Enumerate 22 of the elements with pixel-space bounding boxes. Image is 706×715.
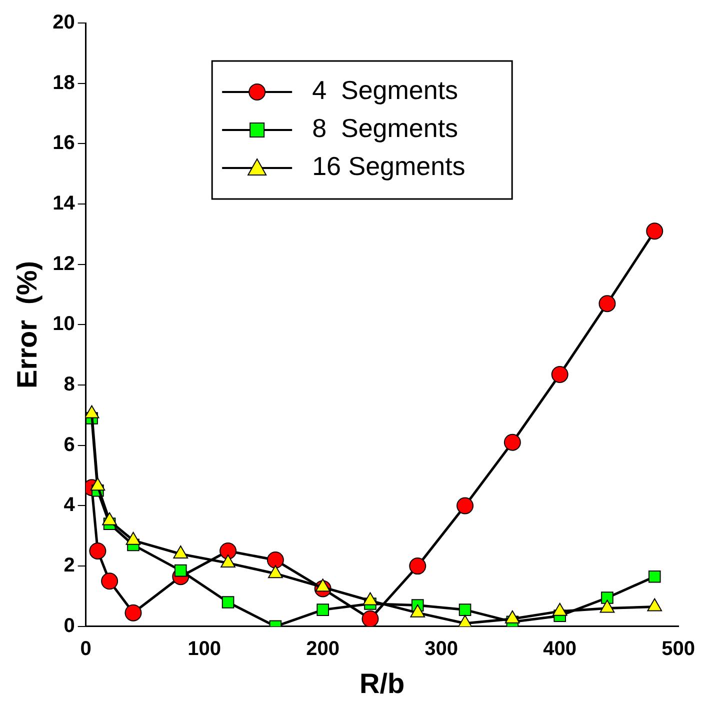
y-tick-label: 2: [64, 554, 75, 577]
y-axis-title: Error (%): [12, 260, 43, 388]
x-axis-title: R/b: [360, 668, 405, 699]
y-tick-label: 8: [64, 374, 75, 396]
y-tick-label: 18: [52, 72, 75, 94]
x-tick-label: 100: [188, 638, 222, 660]
x-tick-label: 0: [80, 638, 92, 660]
legend-label: 4 Segments: [312, 75, 458, 106]
x-tick-label: 300: [424, 638, 458, 660]
y-tick-label: 0: [64, 614, 75, 637]
legend-label: 16 Segments: [312, 151, 466, 182]
x-tick-label: 200: [306, 638, 340, 660]
y-tick-label: 14: [52, 192, 76, 215]
y-tick-label: 20: [52, 12, 75, 34]
legend-label: 8 Segments: [312, 113, 458, 144]
x-tick-label: 500: [662, 638, 696, 660]
y-tick-label: 10: [52, 313, 75, 336]
y-tick-label: 16: [52, 132, 75, 154]
y-tick-label: 12: [52, 252, 75, 275]
x-tick-label: 400: [543, 638, 577, 660]
y-tick-label: 6: [64, 434, 75, 456]
y-tick-label: 4: [64, 494, 76, 516]
